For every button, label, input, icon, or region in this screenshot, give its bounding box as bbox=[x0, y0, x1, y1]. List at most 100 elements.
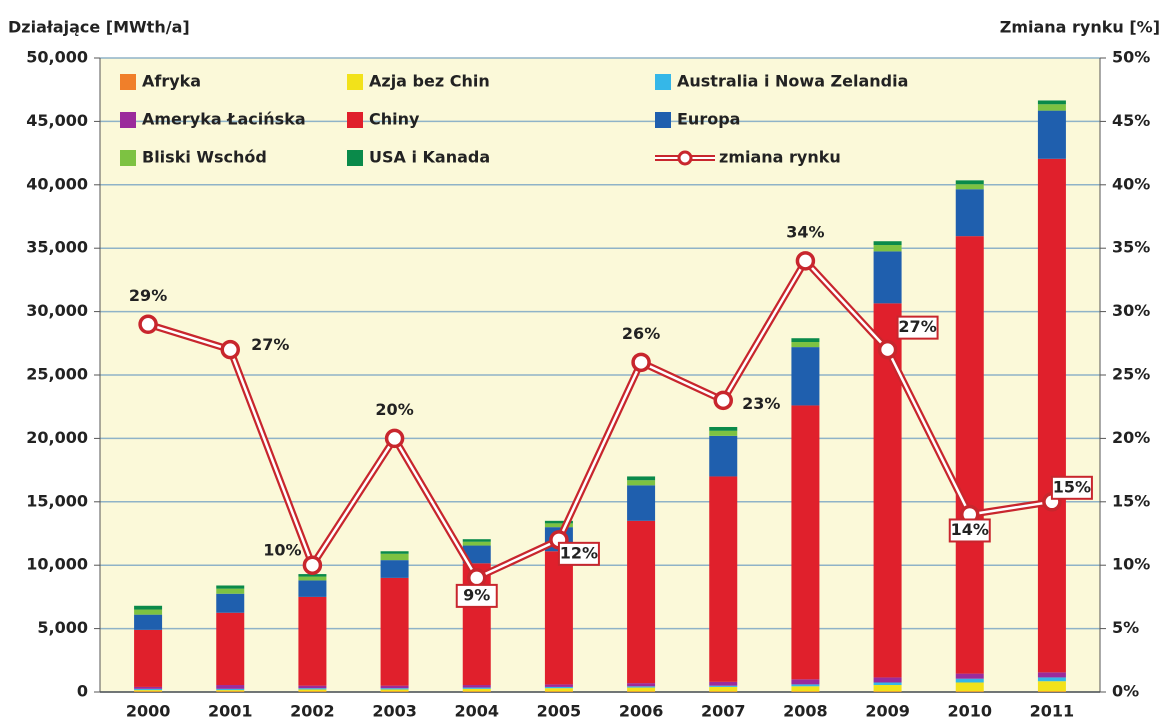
bar-segment bbox=[298, 688, 327, 690]
x-tick-label: 2007 bbox=[701, 702, 746, 721]
bar-segment bbox=[791, 679, 820, 685]
legend-swatch bbox=[120, 74, 136, 90]
bar-segment bbox=[873, 691, 902, 692]
y2-tick-label: 35% bbox=[1112, 238, 1150, 257]
bar-segment bbox=[134, 629, 163, 687]
bar-segment bbox=[873, 241, 902, 246]
bar-segment bbox=[462, 545, 491, 564]
data-label: 26% bbox=[622, 324, 660, 343]
bar-segment bbox=[462, 687, 491, 689]
legend-swatch bbox=[655, 74, 671, 90]
bar-segment bbox=[1037, 100, 1066, 105]
line-inner bbox=[147, 259, 1053, 580]
bar-segment bbox=[955, 673, 984, 679]
y2-tick-label: 5% bbox=[1112, 618, 1139, 637]
legend-swatch bbox=[347, 74, 363, 90]
bar-segment bbox=[955, 691, 984, 692]
bar-segment bbox=[216, 593, 245, 613]
bar-segment bbox=[380, 685, 409, 689]
line-marker bbox=[302, 555, 323, 575]
bar-segment bbox=[134, 605, 163, 610]
x-tick-label: 2009 bbox=[865, 702, 910, 721]
legend-marker bbox=[677, 150, 693, 166]
bar-segment bbox=[709, 685, 738, 687]
bar-segment bbox=[298, 576, 327, 581]
bar-segment bbox=[380, 577, 409, 686]
bar-segment bbox=[873, 245, 902, 252]
label-box bbox=[948, 518, 991, 543]
y2-tick-label: 40% bbox=[1112, 174, 1150, 193]
data-label: 29% bbox=[129, 286, 167, 305]
y2-tick-label: 50% bbox=[1112, 48, 1150, 67]
y2-tick-label: 25% bbox=[1112, 365, 1150, 384]
bar-segment bbox=[791, 347, 820, 406]
x-tick-label: 2006 bbox=[619, 702, 664, 721]
bar-segment bbox=[544, 688, 573, 692]
data-label: 20% bbox=[375, 400, 413, 419]
data-label: 9% bbox=[463, 585, 490, 604]
line-marker bbox=[713, 390, 733, 411]
line-marker bbox=[384, 428, 405, 449]
bar-segment bbox=[134, 614, 163, 630]
bar-segment bbox=[544, 684, 573, 687]
bar-segment bbox=[709, 691, 738, 692]
legend-label: Afryka bbox=[142, 72, 201, 91]
bar-segment bbox=[134, 609, 163, 615]
bar-segment bbox=[462, 691, 491, 692]
legend-label: Australia i Nowa Zelandia bbox=[677, 72, 908, 91]
bar-segment bbox=[544, 520, 573, 524]
y2-tick-label: 10% bbox=[1112, 555, 1150, 574]
bar-segment bbox=[1037, 158, 1066, 673]
bar-segment bbox=[791, 342, 820, 348]
legend-label: Chiny bbox=[369, 110, 420, 129]
legend-swatch bbox=[655, 112, 671, 128]
bar-segment bbox=[134, 690, 163, 692]
legend-label: USA i Kanada bbox=[369, 148, 490, 167]
bar-segment bbox=[298, 691, 327, 692]
bar-segment bbox=[544, 691, 573, 692]
bar-segment bbox=[955, 236, 984, 674]
x-tick-label: 2004 bbox=[454, 702, 499, 721]
bar-segment bbox=[216, 685, 245, 689]
legend-label: Bliski Wschód bbox=[142, 148, 267, 167]
bar-segment bbox=[298, 596, 327, 686]
bar-segment bbox=[462, 541, 491, 546]
bar-segment bbox=[709, 435, 738, 477]
bar-segment bbox=[216, 691, 245, 692]
bar-segment bbox=[298, 685, 327, 689]
x-tick-label: 2003 bbox=[372, 702, 417, 721]
bar-segment bbox=[627, 520, 656, 684]
y-tick-label: 25,000 bbox=[26, 365, 88, 384]
line-marker bbox=[631, 352, 651, 373]
line-marker bbox=[220, 339, 240, 360]
bar-segment bbox=[709, 430, 738, 436]
y2-tick-label: 20% bbox=[1112, 428, 1150, 447]
legend-swatch bbox=[347, 150, 363, 166]
bar-segment bbox=[873, 677, 902, 683]
bar-segment bbox=[1037, 104, 1066, 111]
bar-segment bbox=[216, 585, 245, 589]
legend-label: zmiana rynku bbox=[719, 148, 841, 167]
x-tick-label: 2001 bbox=[208, 702, 253, 721]
bar-segment bbox=[380, 560, 409, 578]
bar-segment bbox=[791, 691, 820, 692]
bar-segment bbox=[627, 691, 656, 692]
data-label: 27% bbox=[898, 317, 936, 336]
bar-segment bbox=[627, 476, 656, 481]
bar-segment bbox=[380, 691, 409, 692]
bar-segment bbox=[955, 180, 984, 185]
bar-segment bbox=[298, 580, 327, 597]
line-marker bbox=[138, 314, 158, 335]
bar-segment bbox=[709, 686, 738, 692]
legend-swatch bbox=[347, 112, 363, 128]
legend-swatch bbox=[120, 112, 136, 128]
bar-segment bbox=[955, 682, 984, 692]
bar-segment bbox=[380, 689, 409, 692]
x-tick-label: 2005 bbox=[537, 702, 582, 721]
y-tick-label: 10,000 bbox=[26, 555, 88, 574]
line-marker bbox=[795, 251, 816, 271]
bar-segment bbox=[544, 686, 573, 689]
x-tick-label: 2011 bbox=[1030, 702, 1075, 721]
y-axis-label: Działające [MWth/a] bbox=[8, 18, 190, 37]
